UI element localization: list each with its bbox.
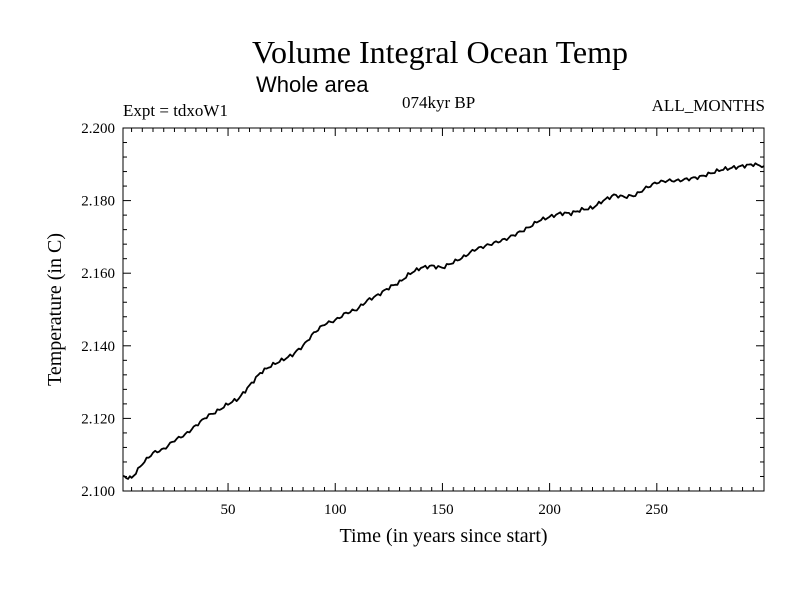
experiment-label: Expt = tdxoW1 [123,101,228,120]
x-tick-label: 50 [221,502,236,518]
chart-title: Volume Integral Ocean Temp [251,34,628,70]
chart-subtitle: Whole area [256,72,369,97]
x-tick-label: 150 [431,502,454,518]
months-label: ALL_MONTHS [651,96,765,115]
y-axis-label: Temperature (in C) [44,233,66,386]
plot-frame [122,127,765,492]
tick-labels: 50 100 150 200 250 2.100 2.120 2.140 2.160 2.180 2… [81,121,668,518]
x-tick-label: 250 [646,502,669,518]
y-tick-label: 2.200 [81,121,115,137]
x-axis-label: Time (in years since start) [339,525,547,547]
y-tick-label: 2.120 [81,411,115,427]
y-tick-label: 2.140 [81,339,115,355]
period-label: 074kyr BP [402,93,476,112]
x-tick-label: 200 [538,502,561,518]
x-tick-label: 100 [324,502,347,518]
y-tick-label: 2.180 [81,194,115,210]
y-tick-label: 2.100 [81,484,115,500]
axis-ticks [123,128,764,491]
series-line [122,162,765,480]
y-tick-label: 2.160 [81,266,115,282]
